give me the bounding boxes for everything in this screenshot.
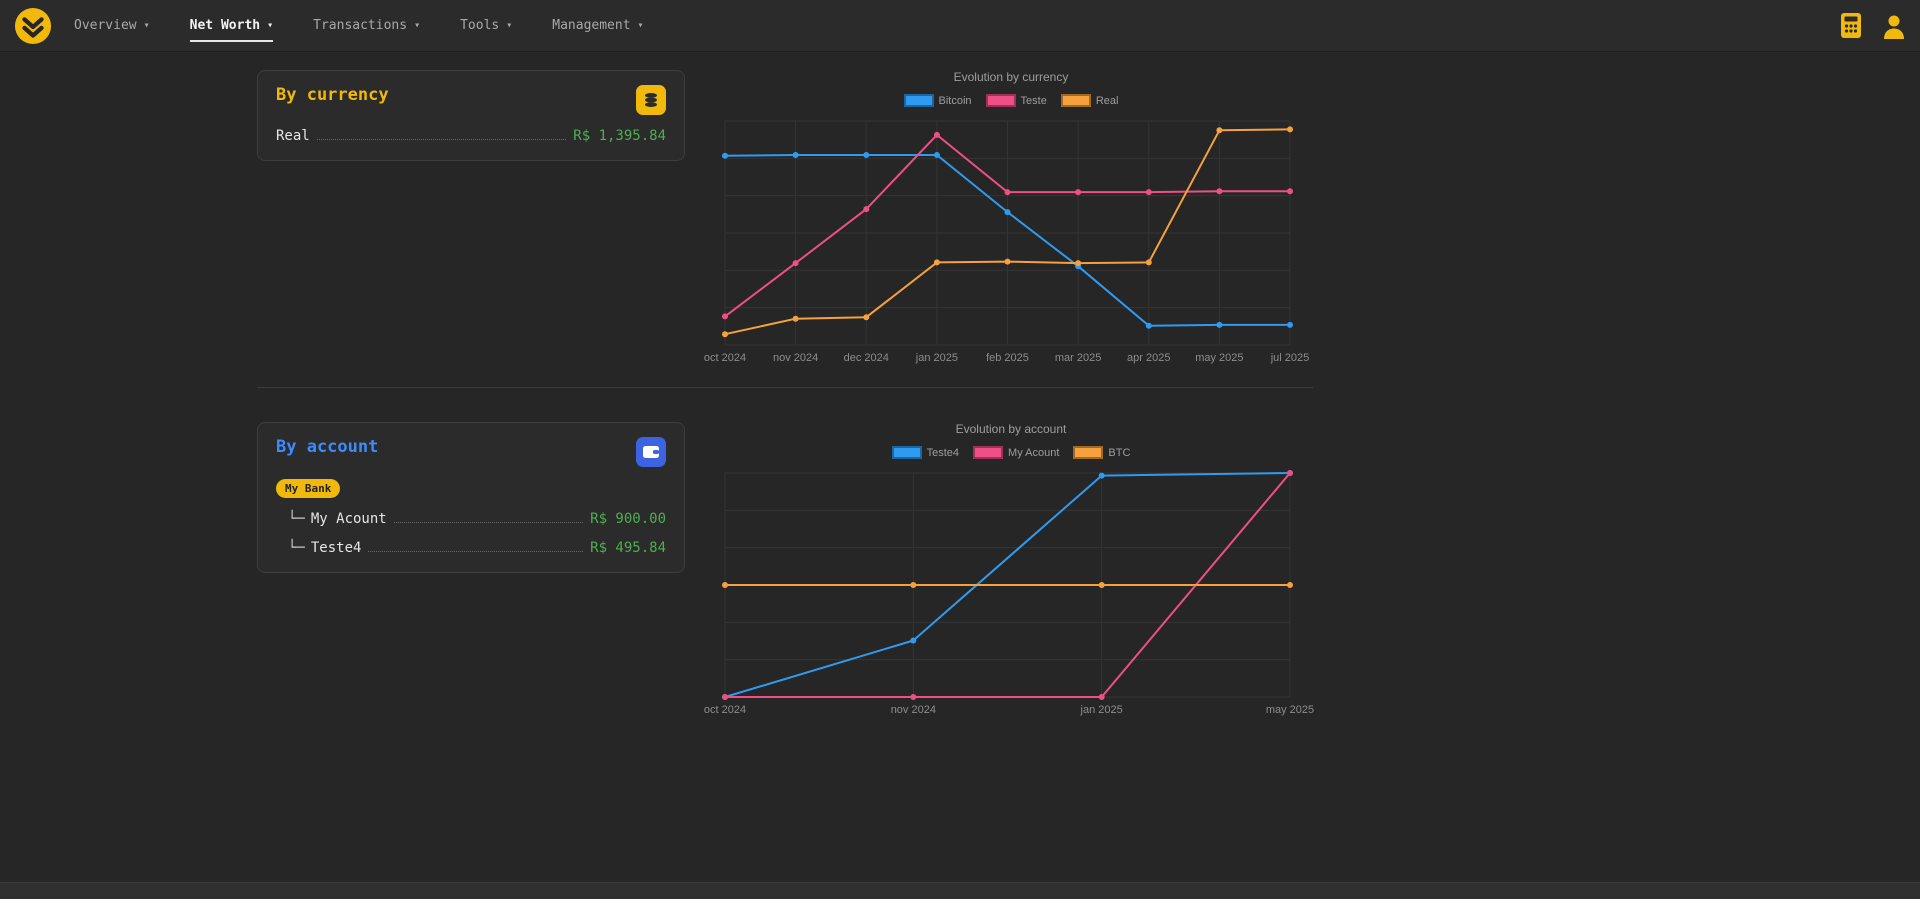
legend-item[interactable]: BTC (1073, 446, 1130, 459)
svg-text:oct 2024: oct 2024 (704, 704, 746, 716)
svg-text:nov 2024: nov 2024 (891, 704, 936, 716)
chart-legend: Bitcoin Teste Real (711, 94, 1311, 107)
currency-value: R$ 1,395.84 (573, 128, 666, 144)
chevron-down-icon: ▾ (143, 20, 150, 31)
account-label: Teste4 (310, 540, 362, 556)
legend-label: Real (1095, 94, 1119, 107)
by-currency-title: By currency (276, 85, 389, 105)
by-currency-card: By currency Real R$ 1,395.84 (257, 70, 685, 161)
svg-text:dec 2024: dec 2024 (844, 352, 889, 364)
legend-item[interactable]: Teste4 (891, 446, 960, 459)
legend-label: BTC (1108, 446, 1131, 459)
legend-swatch (973, 446, 1004, 459)
chevron-down-icon: ▾ (267, 20, 274, 31)
legend-swatch (903, 94, 934, 107)
account-value: R$ 900.00 (590, 511, 666, 527)
legend-swatch (891, 446, 922, 459)
svg-text:jul 2025: jul 2025 (1270, 352, 1310, 364)
chevron-down-icon: ▾ (637, 20, 644, 31)
nav-item-label: Tools (460, 18, 500, 33)
coins-icon (645, 93, 657, 107)
svg-text:jan 2025: jan 2025 (915, 352, 958, 364)
nav-item-label: Overview (74, 18, 137, 33)
legend-swatch (985, 94, 1016, 107)
line-chart: oct 2024 nov 2024 jan 2025 may 2025 (704, 470, 1314, 716)
nav-item-net-worth[interactable]: Net Worth ▾ (189, 0, 274, 51)
by-account-title: By account (276, 437, 379, 457)
nav-item-label: Transactions (313, 18, 408, 33)
nav-item-label: Management (552, 18, 631, 33)
section-by-account: By account My Bank └─ My Acount R$ 9 (257, 422, 1314, 719)
user-icon[interactable] (1882, 13, 1906, 39)
app-logo[interactable] (14, 7, 52, 45)
account-label: My Acount (310, 511, 387, 527)
legend-label: Teste (1020, 94, 1047, 107)
footer-strip (0, 882, 1920, 899)
nav-item-overview[interactable]: Overview ▾ (74, 0, 150, 51)
chart-title: Evolution by currency (953, 70, 1069, 84)
legend-item[interactable]: Real (1060, 94, 1119, 107)
legend-item[interactable]: My Acount (973, 446, 1059, 459)
legend-item[interactable]: Teste (985, 94, 1047, 107)
svg-text:apr 2025: apr 2025 (1127, 352, 1170, 364)
nav-right-icons (1840, 12, 1906, 39)
wallet-icon (643, 446, 659, 458)
nav-item-label: Net Worth (189, 18, 261, 33)
chart-evolution-by-account: Evolution by account Teste4 My Acount BTC … (704, 422, 1314, 719)
account-row-my-acount: └─ My Acount R$ 900.00 (288, 511, 666, 527)
top-navbar: Overview ▾ Net Worth ▾ Transactions ▾ To… (0, 0, 1920, 52)
line-chart: oct 2024 nov 2024 dec 2024 jan 2025 feb 2025… (704, 120, 1310, 364)
svg-text:nov 2024: nov 2024 (773, 352, 818, 364)
section-by-currency: By currency Real R$ 1,395.84 (257, 70, 1313, 367)
tree-branch-icon: └─ (288, 540, 305, 556)
legend-item[interactable]: Bitcoin (903, 94, 972, 107)
svg-text:may 2025: may 2025 (1195, 352, 1243, 364)
nav-item-transactions[interactable]: Transactions ▾ (313, 0, 420, 51)
account-value: R$ 495.84 (590, 540, 666, 556)
tree-branch-icon: └─ (288, 511, 305, 527)
currency-row-real: Real R$ 1,395.84 (276, 128, 666, 144)
dotted-leader (316, 139, 567, 140)
legend-label: Teste4 (926, 446, 960, 459)
chevron-down-icon: ▾ (414, 20, 421, 31)
chart-legend: Teste4 My Acount BTC (711, 446, 1311, 459)
chart-evolution-by-currency: Evolution by currency Bitcoin Teste Real o… (704, 70, 1311, 367)
legend-label: My Acount (1008, 446, 1060, 459)
dotted-leader (368, 551, 584, 552)
bank-badge: My Bank (276, 479, 341, 498)
nav-item-tools[interactable]: Tools ▾ (460, 0, 512, 51)
chevron-down-icon: ▾ (506, 20, 513, 31)
nav-item-management[interactable]: Management ▾ (552, 0, 643, 51)
account-row-teste4: └─ Teste4 R$ 495.84 (288, 540, 666, 556)
account-wallet-button[interactable] (636, 437, 666, 467)
chart-title: Evolution by account (955, 422, 1067, 436)
svg-text:mar 2025: mar 2025 (1055, 352, 1101, 364)
main-content: By currency Real R$ 1,395.84 (0, 52, 1920, 882)
nav-menu: Overview ▾ Net Worth ▾ Transactions ▾ To… (74, 0, 644, 51)
by-account-card: By account My Bank └─ My Acount R$ 9 (257, 422, 685, 573)
svg-text:oct 2024: oct 2024 (704, 352, 746, 364)
legend-swatch (1073, 446, 1104, 459)
currency-label: Real (276, 128, 310, 144)
calculator-icon[interactable] (1840, 12, 1862, 39)
legend-label: Bitcoin (938, 94, 972, 107)
svg-text:feb 2025: feb 2025 (986, 352, 1029, 364)
currency-coins-button[interactable] (636, 85, 666, 115)
section-divider (257, 387, 1313, 388)
dotted-leader (393, 522, 584, 523)
legend-swatch (1060, 94, 1091, 107)
svg-text:may 2025: may 2025 (1266, 704, 1314, 716)
svg-text:jan 2025: jan 2025 (1080, 704, 1123, 716)
